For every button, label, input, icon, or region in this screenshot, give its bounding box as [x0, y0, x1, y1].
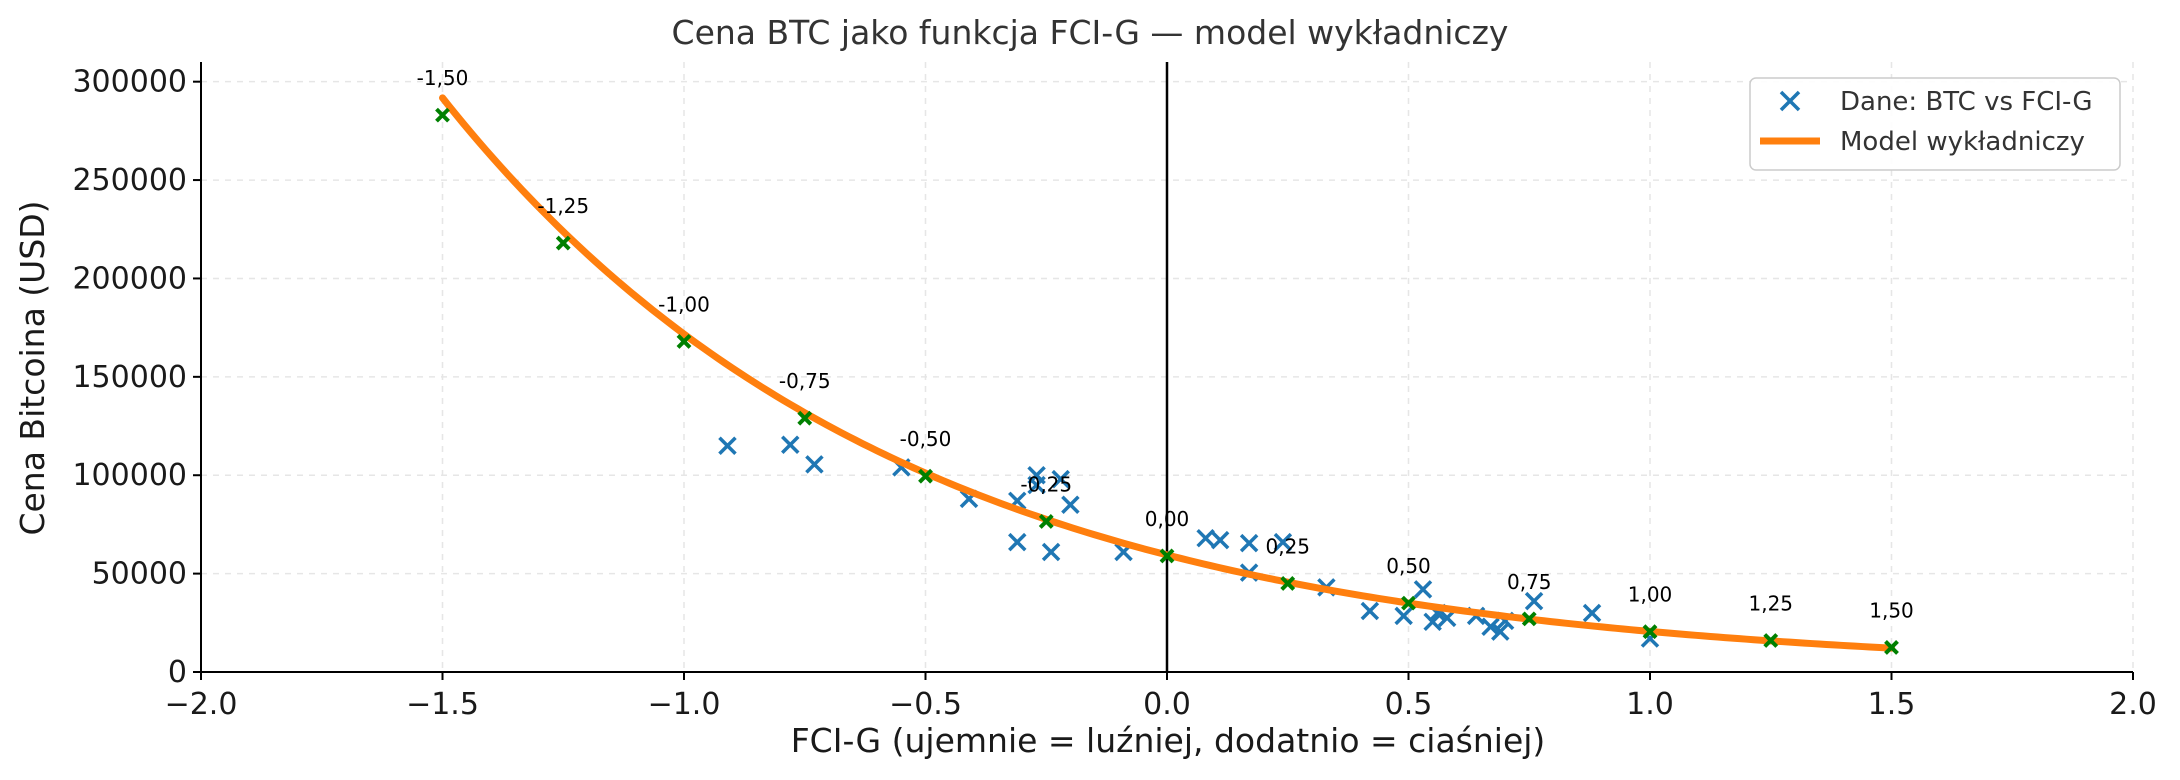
- model-marker-label: -1,25: [537, 194, 589, 218]
- legend-label-line: Model wykładniczy: [1840, 127, 2085, 157]
- x-tick-label: 1.0: [1626, 687, 1674, 722]
- legend-box: [1749, 77, 2121, 171]
- x-axis-ticks: −2.0 −1.5 −1.0 −0.5 0.0 0.5 1.0 1.5 2.0: [165, 672, 2157, 722]
- model-marker-label: -0,50: [900, 427, 952, 451]
- model-marker: [435, 107, 450, 123]
- data-point: [1491, 622, 1510, 641]
- model-marker-label: 0,50: [1386, 554, 1431, 578]
- legend-scatter-marker: [1779, 90, 1801, 112]
- data-point: [1061, 495, 1080, 514]
- model-marker: [1159, 548, 1175, 564]
- data-point: [718, 436, 737, 455]
- model-marker: [1280, 576, 1296, 591]
- plot-marks: -1,50 -1,25 -1,00 -0,75 -0,50 -0,25 0,00 0,25 0,…: [417, 66, 1914, 655]
- data-point: [1273, 532, 1293, 552]
- data-point: [1394, 606, 1413, 626]
- data-point: [1027, 475, 1046, 495]
- model-marker: [1401, 595, 1416, 611]
- data-point: [781, 435, 800, 454]
- data-point: [805, 455, 824, 474]
- x-tick-label: −1.5: [406, 687, 479, 722]
- data-point: [1008, 532, 1027, 552]
- y-tick-label: 0: [168, 655, 187, 690]
- legend: Dane: BTC vs FCI-G Model wykładniczy: [1749, 77, 2121, 171]
- x-tick-label: 1.5: [1868, 687, 1916, 722]
- data-point: [1481, 617, 1500, 636]
- data-point: [1210, 530, 1230, 550]
- legend-label-scatter: Dane: BTC vs FCI-G: [1840, 87, 2093, 117]
- data-point: [1582, 603, 1602, 623]
- model-marker-label: -0,75: [779, 369, 831, 393]
- y-tick-label: 50000: [92, 557, 187, 592]
- model-marker-label: -1,50: [417, 66, 469, 90]
- y-tick-label: 150000: [72, 360, 187, 395]
- model-marker: [1521, 611, 1537, 627]
- data-point: [1423, 612, 1442, 632]
- chart-title: Cena BTC jako funkcja FCI-G — model wykł…: [672, 13, 1509, 52]
- y-axis-ticks: 0 50000 100000 150000 200000 250000 300000: [72, 65, 201, 690]
- model-marker-label: 0,25: [1265, 534, 1310, 558]
- model-marker-label: 1,25: [1748, 592, 1793, 616]
- model-marker-label: -1,00: [658, 292, 710, 316]
- data-point: [1360, 601, 1380, 621]
- model-marker: [1038, 514, 1054, 529]
- x-tick-label: −0.5: [889, 687, 962, 722]
- x-tick-label: 2.0: [2109, 687, 2157, 722]
- x-tick-label: 0.5: [1385, 687, 1433, 722]
- y-tick-label: 300000: [72, 65, 187, 100]
- model-marker: [918, 468, 933, 484]
- data-point: [1051, 469, 1070, 489]
- model-marker-label: 0,00: [1145, 507, 1190, 531]
- data-point: [1413, 580, 1433, 599]
- model-marker: [676, 334, 692, 349]
- data-point: [1239, 533, 1259, 553]
- y-tick-label: 250000: [72, 163, 187, 198]
- x-axis-title: FCI-G (ujemnie = luźniej, dodatnio = cia…: [791, 721, 1546, 760]
- model-marker: [797, 410, 813, 426]
- model-marker-label: 1,50: [1869, 598, 1914, 622]
- data-point: [1196, 528, 1215, 548]
- model-marker: [1642, 624, 1658, 640]
- y-tick-label: 100000: [72, 458, 187, 493]
- model-marker-label: -0,25: [1020, 472, 1072, 496]
- y-tick-label: 200000: [72, 261, 187, 296]
- model-marker: [1884, 639, 1899, 655]
- data-point: [1041, 542, 1061, 562]
- model-marker: [1763, 633, 1779, 648]
- y-axis-title: Cena Bitcoina (USD): [13, 200, 52, 535]
- data-point: [1524, 591, 1544, 611]
- x-tick-label: −2.0: [165, 687, 238, 722]
- x-tick-label: 0.0: [1143, 687, 1191, 722]
- model-marker-label: 1,00: [1628, 583, 1673, 607]
- model-marker: [555, 235, 571, 251]
- model-marker-label: 0,75: [1507, 570, 1552, 594]
- x-tick-label: −1.0: [648, 687, 721, 722]
